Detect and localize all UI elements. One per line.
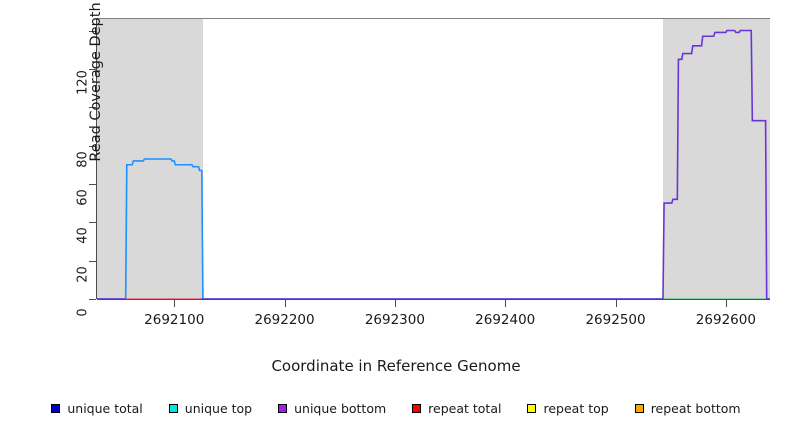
legend-swatch-icon — [278, 403, 288, 413]
x-tick-label-2692200: 2692200 — [254, 312, 315, 328]
plot-background — [97, 19, 770, 299]
y-tick-120 — [89, 68, 96, 70]
x-tick-2692200 — [284, 300, 286, 307]
x-tick-2692100 — [174, 300, 176, 307]
y-tick-100 — [89, 107, 96, 109]
plot-area — [97, 19, 770, 300]
legend-item-repeat-top: repeat top — [527, 400, 609, 416]
y-tick-80 — [89, 145, 96, 147]
y-axis-line — [96, 19, 97, 299]
legend-item-unique-total: unique total — [51, 400, 143, 416]
y-tick-60 — [89, 183, 96, 185]
legend-item-repeat-total: repeat total — [412, 401, 501, 416]
legend-item-repeat-bottom: repeat bottom — [634, 400, 741, 416]
series-unique-bottom — [97, 29, 770, 300]
legend-item-unique-top: unique top — [168, 400, 253, 416]
legend-swatch-icon — [634, 403, 644, 413]
x-axis-title: Coordinate in Reference Genome — [271, 357, 521, 375]
data-series-layer — [97, 29, 770, 300]
legend-swatch-icon — [412, 403, 422, 413]
legend-label: repeat bottom — [650, 400, 741, 416]
x-axis-line — [97, 299, 770, 300]
x-tick-label-2692100: 2692100 — [144, 312, 205, 328]
x-tick-2692600 — [725, 300, 727, 307]
legend-item-unique-bottom: unique bottom — [278, 401, 386, 416]
y-tick-0 — [89, 299, 96, 300]
x-tick-label-2692500: 2692500 — [585, 312, 646, 328]
y-tick-140 — [89, 30, 96, 32]
y-tick-label-40: 40 — [75, 227, 91, 245]
y-tick-label-20: 20 — [75, 265, 91, 283]
legend-swatch-icon — [51, 403, 61, 413]
legend-label: unique top — [184, 400, 253, 416]
legend-label: repeat total — [428, 400, 502, 416]
y-axis-title: Read Coverage Depth — [88, 2, 104, 162]
y-tick-20 — [89, 260, 96, 262]
y-tick-label-0: 0 — [75, 308, 91, 317]
legend-swatch-icon — [168, 403, 178, 413]
chart-legend: unique total unique top unique bottom repea… — [0, 398, 792, 418]
x-tick-2692500 — [615, 300, 617, 307]
x-tick-label-2692400: 2692400 — [475, 312, 536, 328]
legend-swatch-icon — [527, 403, 537, 413]
x-tick-label-2692600: 2692600 — [695, 312, 756, 328]
x-tick-label-2692300: 2692300 — [364, 312, 425, 328]
series-unique-total — [97, 158, 770, 300]
legend-label: repeat top — [543, 400, 609, 416]
legend-label: unique bottom — [294, 400, 387, 416]
legend-label: unique total — [67, 400, 143, 416]
x-tick-2692400 — [505, 300, 507, 307]
x-tick-2692300 — [394, 300, 396, 307]
y-tick-40 — [89, 222, 96, 224]
plot-top-border — [97, 18, 770, 19]
